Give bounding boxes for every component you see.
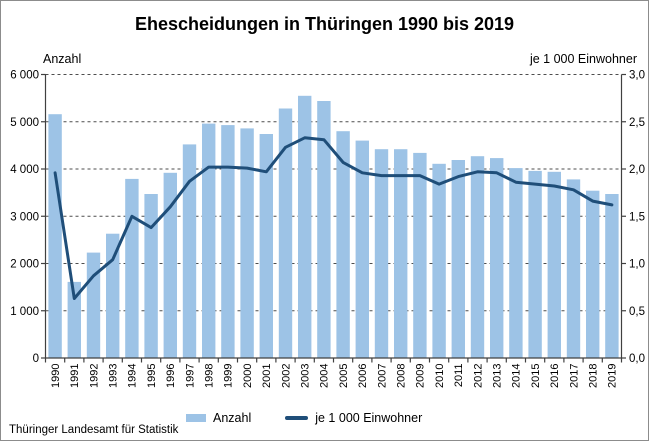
x-axis-label-1991: 1991 <box>69 364 81 388</box>
right-tick-label: 2,0 <box>629 164 645 176</box>
bar-2001 <box>259 134 273 358</box>
bar-1994 <box>125 178 139 358</box>
x-axis-label-2010: 2010 <box>434 364 446 388</box>
line-swatch-icon <box>285 416 309 420</box>
bar-2009 <box>413 152 427 358</box>
x-axis-label-2012: 2012 <box>472 364 484 388</box>
bar-2007 <box>374 149 389 358</box>
bar-2014 <box>509 168 523 358</box>
legend-item-rate: je 1 000 Einwohner <box>285 411 422 425</box>
left-axis-caption: Anzahl <box>43 52 82 66</box>
chart-title: Ehescheidungen in Thüringen 1990 bis 201… <box>134 14 515 34</box>
legend-item-anzahl: Anzahl <box>186 411 251 425</box>
x-axis-label-2011: 2011 <box>453 364 465 388</box>
x-axis-label-1998: 1998 <box>204 364 216 388</box>
chart-legend: Anzahl je 1 000 Einwohner <box>186 411 422 425</box>
x-axis-label-2013: 2013 <box>492 364 504 388</box>
legend-label-rate: je 1 000 Einwohner <box>315 411 423 425</box>
x-axis-label-1993: 1993 <box>108 364 120 388</box>
right-axis-caption: je 1 000 Einwohner <box>529 52 637 66</box>
x-axis-label-2006: 2006 <box>357 364 369 388</box>
right-tick-label: 3,0 <box>629 70 645 82</box>
bar-1996 <box>163 172 177 358</box>
x-axis-label-2018: 2018 <box>588 364 600 388</box>
divorce-chart-plot: 6 000 5 000 4 000 3 000 2 000 1 000 0 3,0 2,5 2,0… <box>10 70 645 388</box>
x-axis-label-2004: 2004 <box>319 364 331 388</box>
bar-2004 <box>317 101 331 358</box>
x-axis-label-2008: 2008 <box>396 364 408 388</box>
x-axis-label-1995: 1995 <box>146 364 158 388</box>
x-axis-label-2009: 2009 <box>415 364 427 388</box>
left-tick-label: 3 000 <box>10 211 39 223</box>
left-tick-label: 5 000 <box>10 117 39 129</box>
bar-2012 <box>470 156 485 358</box>
bar-2002 <box>278 108 293 358</box>
bar-1999 <box>221 125 235 358</box>
bar-1990 <box>48 114 62 358</box>
bar-2000 <box>240 128 254 358</box>
left-tick-label: 0 <box>33 353 39 365</box>
x-axis-label-2005: 2005 <box>338 364 350 388</box>
bar-2019 <box>605 194 619 358</box>
legend-label-anzahl: Anzahl <box>213 411 252 425</box>
x-axis-label-1992: 1992 <box>88 364 100 388</box>
bar-1992 <box>86 252 101 358</box>
bar-swatch-icon <box>186 414 206 422</box>
left-tick-label: 4 000 <box>10 164 39 176</box>
bar-2018 <box>586 190 600 358</box>
x-axis-label-2000: 2000 <box>242 364 254 388</box>
right-tick-label: 0,5 <box>629 306 645 318</box>
left-tick-label: 2 000 <box>10 259 39 271</box>
bar-1998 <box>202 123 216 358</box>
left-tick-label: 1 000 <box>10 306 39 318</box>
bar-1993 <box>106 233 120 358</box>
bar-2017 <box>566 179 581 358</box>
bar-1997 <box>182 144 197 358</box>
x-axis-label-2002: 2002 <box>280 364 292 388</box>
bar-2005 <box>336 131 350 358</box>
x-axis-label-2007: 2007 <box>376 364 388 388</box>
x-axis-label-1997: 1997 <box>184 364 196 388</box>
bar-2003 <box>298 95 312 359</box>
x-axis-label-1999: 1999 <box>223 364 235 388</box>
x-axis-label-2016: 2016 <box>549 364 561 388</box>
right-tick-label: 1,0 <box>629 259 645 271</box>
x-axis-label-1990: 1990 <box>50 364 62 388</box>
bar-2016 <box>547 171 561 358</box>
bar-2006 <box>355 140 369 358</box>
x-axis-label-2017: 2017 <box>568 364 580 388</box>
x-axis-label-1996: 1996 <box>165 364 177 388</box>
x-axis-label-2003: 2003 <box>300 364 312 388</box>
left-tick-label: 6 000 <box>10 70 39 82</box>
x-axis-label-2001: 2001 <box>261 364 273 388</box>
bar-2013 <box>490 158 504 358</box>
right-tick-label: 2,5 <box>629 117 645 129</box>
bar-2008 <box>394 149 408 358</box>
bar-2011 <box>451 160 465 358</box>
bar-2010 <box>432 163 446 358</box>
x-axis-label-2015: 2015 <box>530 364 542 388</box>
x-axis-label-1994: 1994 <box>127 364 139 388</box>
x-axis-label-2019: 2019 <box>607 364 619 388</box>
right-tick-label: 0,0 <box>629 353 645 365</box>
bar-2015 <box>528 170 542 358</box>
bar-1995 <box>144 194 158 358</box>
x-axis-label-2014: 2014 <box>511 364 523 388</box>
line-series <box>53 136 614 300</box>
source-label: Thüringer Landesamt für Statistik <box>9 424 179 436</box>
bar-1991 <box>67 281 81 358</box>
right-tick-label: 1,5 <box>629 211 645 223</box>
